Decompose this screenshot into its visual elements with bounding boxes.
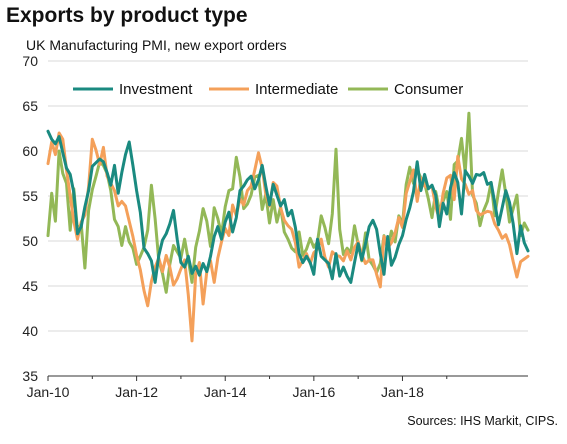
y-tick-55: 55 xyxy=(22,188,38,204)
x-tick-label: Jan-14 xyxy=(204,384,247,400)
legend-label-consumer: Consumer xyxy=(394,81,463,98)
x-tick-label: Jan-12 xyxy=(115,384,158,400)
source-note: Sources: IHS Markit, CIPS. xyxy=(407,414,558,428)
legend-label-intermediate: Intermediate xyxy=(255,81,338,98)
y-tick-labels: 35 40 45 50 55 60 65 70 xyxy=(22,53,38,384)
chart-subtitle: UK Manufacturing PMI, new export orders xyxy=(26,37,287,53)
y-tick-60: 60 xyxy=(22,143,38,159)
series-line-investment xyxy=(46,129,530,284)
x-tick-labels: Jan-10 Jan-12 Jan-14 Jan-16 Jan-18 xyxy=(27,384,424,400)
y-tick-70: 70 xyxy=(22,53,38,69)
x-tick-label: Jan-10 xyxy=(27,384,70,400)
x-tick-label: Jan-16 xyxy=(292,384,335,400)
legend-label-investment: Investment xyxy=(119,81,193,98)
x-tick-label: Jan-18 xyxy=(381,384,424,400)
x-axis xyxy=(47,375,528,381)
y-tick-35: 35 xyxy=(22,368,38,384)
series-line-intermediate xyxy=(46,131,530,343)
y-tick-40: 40 xyxy=(22,323,38,339)
legend: Investment Intermediate Consumer xyxy=(73,81,463,98)
chart-title: Exports by product type xyxy=(6,4,248,27)
y-tick-45: 45 xyxy=(22,278,38,294)
series-lines xyxy=(46,111,530,343)
y-tick-50: 50 xyxy=(22,233,38,249)
y-tick-65: 65 xyxy=(22,98,38,114)
